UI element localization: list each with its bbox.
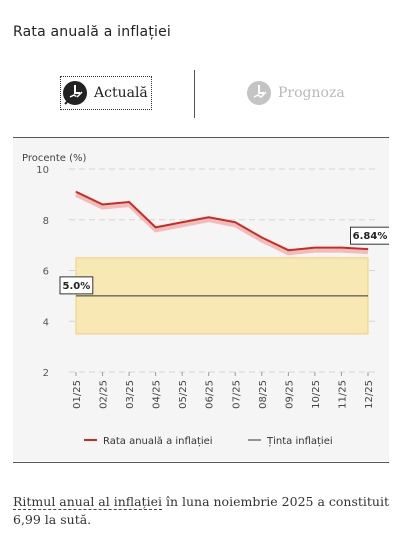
x-tick-label: 10/25 xyxy=(311,380,322,409)
x-tick-label: 04/25 xyxy=(152,380,163,409)
series-inflation-point xyxy=(314,247,316,249)
tab-divider xyxy=(194,70,195,118)
series-inflation-point xyxy=(128,201,130,203)
series-inflation-point xyxy=(208,216,210,218)
series-inflation-point xyxy=(261,237,263,239)
inflation-chart-svg: Procente (%) 2 4 6 8 10 5.0% 6.84% 01/25 02/25 03/… xyxy=(22,153,389,447)
y-tick-label: 6 xyxy=(43,267,49,278)
tab-forecast[interactable]: Prognoza xyxy=(246,78,345,108)
footer-note-lead[interactable]: Ritmul anual al inflației xyxy=(13,494,162,510)
series-inflation-shadow xyxy=(75,193,369,256)
footer-note-text: în luna noiembrie 2025 a constituit 6,99… xyxy=(13,494,389,527)
y-tick-label: 8 xyxy=(43,216,49,227)
y-axis-label: Procente (%) xyxy=(22,153,87,164)
annotation-label: 5.0% xyxy=(63,281,91,292)
x-tick-label: 03/25 xyxy=(125,380,136,409)
legend-label-target: Ținta inflației xyxy=(266,436,333,447)
footer-note: Ritmul anual al inflației în luna noiemb… xyxy=(13,493,389,529)
annotation-label: 6.84% xyxy=(353,231,388,242)
divider-top xyxy=(13,137,389,138)
legend-label-inflation: Rata anuală a inflației xyxy=(103,436,213,447)
x-tick-label: 01/25 xyxy=(72,380,83,409)
x-tick-label: 08/25 xyxy=(258,380,269,409)
annotation-box xyxy=(350,226,389,245)
y-tick-label: 10 xyxy=(36,165,49,176)
y-tick-label: 4 xyxy=(43,317,49,328)
x-tick-label: 09/25 xyxy=(284,380,295,409)
tab-actual-label: Actuală xyxy=(94,85,148,101)
series-inflation-point xyxy=(367,248,369,250)
x-tick-label: 11/25 xyxy=(337,380,348,409)
series-inflation-point xyxy=(287,249,289,251)
series-inflation-point xyxy=(75,191,77,193)
series-inflation-point xyxy=(234,221,236,223)
tab-forecast-label: Prognoza xyxy=(278,85,345,101)
annotation-box xyxy=(59,276,94,295)
y-tick-label: 2 xyxy=(43,368,49,379)
divider-bottom xyxy=(13,462,389,463)
x-tick-label: 12/25 xyxy=(364,380,375,409)
series-inflation-point xyxy=(181,221,183,223)
x-tick-label: 07/25 xyxy=(231,380,242,409)
view-tabs: Actuală Prognoza xyxy=(0,70,400,118)
series-inflation-line xyxy=(75,190,369,252)
series-inflation-point xyxy=(155,226,157,228)
widget-title: Rata anuală a inflației xyxy=(13,24,172,40)
x-tick-label: 02/25 xyxy=(99,380,110,409)
series-inflation-point xyxy=(102,204,104,206)
tab-actual[interactable]: Actuală xyxy=(60,76,152,110)
series-inflation-point xyxy=(340,247,342,249)
inflation-chart: Procente (%) 2 4 6 8 10 5.0% 6.84% 01/25 02/25 03/… xyxy=(13,138,389,461)
x-tick-label: 05/25 xyxy=(178,380,189,409)
chart-clock-icon xyxy=(247,81,271,105)
x-tick-label: 06/25 xyxy=(205,380,216,409)
chart-clock-icon xyxy=(63,81,87,105)
